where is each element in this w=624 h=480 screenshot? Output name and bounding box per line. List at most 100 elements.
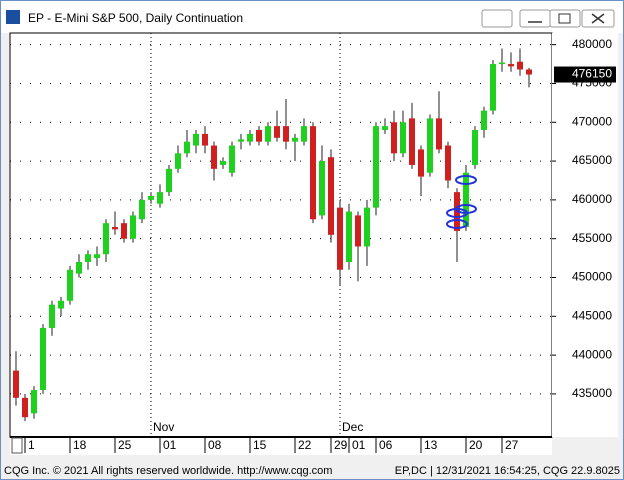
y-tick-label: 450000 [572,270,612,284]
candle-body [166,168,172,193]
candle-body [490,64,496,111]
candle-body [418,149,424,177]
candle-body [526,69,532,75]
candle-body [391,122,397,154]
x-tick-label: 15 [253,438,267,452]
x-axis-area [10,437,552,455]
link-button[interactable] [481,9,513,28]
annotation-ellipse [455,204,477,214]
candle-body [229,145,235,173]
candle-body [157,192,163,204]
candle-body [103,223,109,255]
candle-body [22,397,28,418]
candle-body [508,64,514,67]
candle-body [49,304,55,328]
candle-body [481,110,487,131]
candle-body [31,390,37,414]
candle-body [445,145,451,181]
month-label: Nov [153,420,174,434]
y-tick-label: 465000 [572,153,612,167]
x-tick-label: 22 [298,438,312,452]
candle-body [58,300,64,309]
candle-body [355,215,361,247]
candle-body [436,118,442,150]
y-axis-area [552,33,618,437]
candle-body [40,327,46,391]
candle-body [220,161,226,165]
maximize-button[interactable] [549,9,581,28]
candle-body [94,254,100,259]
candle-body [85,254,91,262]
candle-body [112,227,118,230]
x-tick-label: 06 [379,438,393,452]
footer-right: EP,DC | 12/31/2021 16:54:25, CQG 22.9.80… [395,465,620,477]
annotation-ellipse [446,219,468,229]
candle-body [274,126,280,138]
candle-body [472,130,478,165]
candle-body [517,61,523,70]
y-tick-label: 435000 [572,386,612,400]
candle-body [373,126,379,208]
annotation-ellipse [455,175,477,185]
x-tick-label: 01 [352,438,366,452]
candle-body [13,370,19,398]
last-price-box [554,66,616,83]
y-tick-label: 440000 [572,347,612,361]
candle-body [256,130,262,142]
close-icon [591,13,605,24]
candle-body [67,269,73,301]
month-label: Dec [342,420,363,434]
x-tick-label: 13 [424,438,438,452]
title-bar [1,1,623,33]
candle-body [310,126,316,220]
y-tick-label: 445000 [572,308,612,322]
plot-area [9,32,553,438]
candle-body [409,118,415,165]
maximize-icon [558,13,571,24]
last-price-label: 476150 [572,67,612,81]
candle-body [247,133,253,142]
x-tick-label: 20 [469,438,483,452]
candle-body [382,126,388,131]
candle-body [76,261,82,274]
x-tick-label: 01 [163,438,177,452]
candle-body [202,133,208,146]
window-title: EP - E-Mini S&P 500, Daily Continuation [28,11,243,25]
y-tick-label: 480000 [572,37,612,51]
candle-body [238,139,244,142]
candle-body [283,126,289,142]
candle-body [130,215,136,239]
candle-body [175,153,181,169]
candle-body [346,211,352,262]
candle-body [193,133,199,146]
candle-body [499,62,505,65]
y-tick-label: 455000 [572,231,612,245]
app-icon [6,10,20,24]
candle-body [364,207,370,247]
candle-body [121,223,127,239]
candle-body [400,122,406,154]
candle-body [265,126,271,142]
x-tick-label: 08 [208,438,222,452]
footer-left: CQG Inc. © 2021 All rights reserved worl… [4,465,332,477]
candle-body [139,199,145,220]
candle-body [328,157,334,235]
candle-body [319,161,325,216]
candle-body [463,172,469,228]
candle-body [184,141,190,154]
candle-body [211,145,217,169]
x-tick-label: 25 [118,438,132,452]
y-tick-label: 470000 [572,114,612,128]
x-tick-label: 29 [334,438,348,452]
x-tick-label: 18 [73,438,87,452]
x-tick-label: 1 [28,438,35,452]
candle-body [337,207,343,270]
x-tick-label: 27 [505,438,519,452]
minimize-button[interactable] [519,9,551,28]
y-tick-label: 460000 [572,192,612,206]
candle-body [148,195,154,200]
candle-body [301,126,307,142]
candle-body [427,118,433,173]
scroll-handle[interactable] [11,437,23,454]
